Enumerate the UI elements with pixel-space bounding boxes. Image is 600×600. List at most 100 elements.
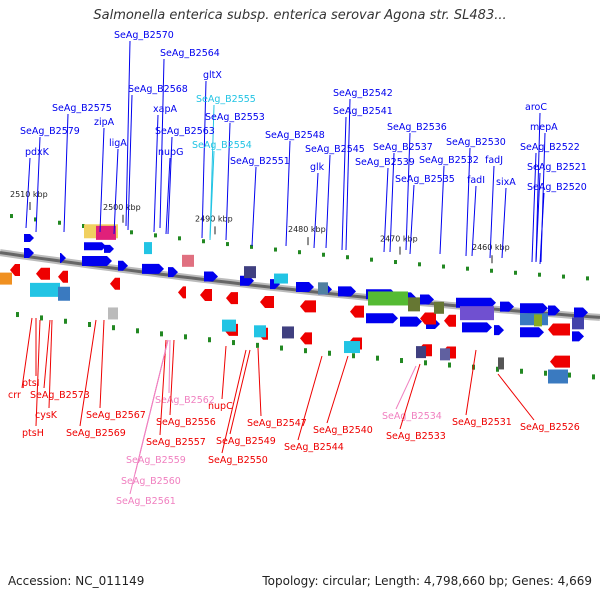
reverse-gene-arrow <box>10 264 20 277</box>
forward-gene-label: sixA <box>496 177 516 188</box>
reverse-gene-label: SeAg_B2569 <box>66 428 126 439</box>
forward-gene-label: SeAg_B2570 <box>114 30 174 41</box>
scale-dot <box>34 217 37 222</box>
forward-gene-arrow <box>548 305 560 316</box>
feature-box <box>416 346 426 359</box>
reverse-leader-line <box>129 339 169 495</box>
forward-gene-arrow <box>338 286 356 297</box>
kbp-tick-label: 2510 kbp <box>10 190 48 199</box>
scale-dot <box>400 358 403 364</box>
scale-dot <box>370 257 373 262</box>
reverse-leader-line <box>159 339 167 436</box>
reverse-gene-arrow <box>58 270 68 283</box>
forward-gene-label: SeAg_B2536 <box>387 122 447 133</box>
feature-box <box>244 266 256 279</box>
topology-text: Topology: circular; Length: 4,798,660 bp… <box>262 574 592 588</box>
scale-dot <box>16 312 19 318</box>
forward-leader-line <box>501 187 507 259</box>
forward-leader-line <box>405 132 411 251</box>
forward-gene-arrow <box>104 244 114 253</box>
reverse-gene-arrow <box>110 277 120 290</box>
forward-gene-label: SeAg_B2548 <box>265 130 325 141</box>
forward-gene-label: SeAg_B2520 <box>527 182 587 193</box>
reverse-gene-label: SeAg_B2526 <box>520 422 580 433</box>
scale-dot <box>328 350 331 356</box>
scale-dot <box>520 368 523 374</box>
scale-dot <box>298 250 301 255</box>
reverse-gene-arrow <box>226 292 238 305</box>
forward-gene-label: SeAg_B2564 <box>160 48 220 59</box>
forward-gene-label: SeAg_B2521 <box>527 162 587 173</box>
reverse-gene-label: SeAg_B2560 <box>121 476 181 487</box>
reverse-gene-label: crr <box>8 390 21 401</box>
forward-leader-line <box>159 58 165 229</box>
scale-dot <box>322 252 325 257</box>
feature-box <box>0 272 12 285</box>
scale-dot <box>274 247 277 252</box>
forward-gene-label: gltX <box>203 70 222 81</box>
forward-gene-label: nupG <box>158 147 183 158</box>
scale-dot <box>250 244 253 249</box>
scale-dot <box>562 274 565 279</box>
scale-dot <box>256 342 259 348</box>
forward-gene-label: SeAg_B2545 <box>305 144 365 155</box>
forward-gene-label: SeAg_B2579 <box>20 126 80 137</box>
reverse-gene-arrow <box>350 305 364 318</box>
forward-gene-label: SeAg_B2537 <box>373 142 433 153</box>
forward-gene-label: SeAg_B2551 <box>230 156 290 167</box>
reverse-leader-line <box>465 349 477 416</box>
feature-box <box>498 357 504 370</box>
reverse-gene-arrow <box>178 286 186 299</box>
kbp-tick-label: 2490 kbp <box>195 214 233 223</box>
reverse-gene-label: SeAg_B2534 <box>382 411 442 422</box>
forward-gene-arrow <box>240 275 254 286</box>
forward-gene-arrow <box>572 331 584 342</box>
forward-leader-line <box>389 152 395 253</box>
scale-dot <box>40 315 43 321</box>
forward-leader-line <box>63 113 69 233</box>
forward-gene-label: glk <box>310 162 325 173</box>
reverse-gene-label: SeAg_B2556 <box>156 417 216 428</box>
forward-leader-line <box>489 165 495 259</box>
feature-box <box>460 306 494 321</box>
forward-gene-arrow <box>24 234 34 243</box>
forward-gene-arrow <box>84 242 106 251</box>
forward-leader-line <box>167 136 173 235</box>
forward-leader-line <box>531 152 537 263</box>
forward-gene-label: SeAg_B2539 <box>355 157 415 168</box>
scale-dot <box>496 366 499 372</box>
scale-dot <box>442 264 445 269</box>
forward-gene-label: zipA <box>94 117 115 128</box>
forward-leader-line <box>225 122 231 241</box>
feature-box <box>440 348 450 361</box>
forward-gene-label: SeAg_B2530 <box>446 137 506 148</box>
scale-dot <box>538 272 541 277</box>
forward-gene-arrow <box>456 297 496 308</box>
scale-dot <box>490 268 493 273</box>
feature-box <box>58 286 70 301</box>
reverse-leader-line <box>395 365 417 410</box>
reverse-gene-arrow <box>200 289 212 301</box>
reverse-leader-line <box>43 319 51 389</box>
feature-box <box>30 282 60 297</box>
forward-gene-label: SeAg_B2535 <box>395 174 455 185</box>
forward-leader-line <box>99 127 105 233</box>
forward-gene-label: SeAg_B2575 <box>52 103 112 114</box>
forward-leader-line <box>25 157 31 229</box>
reverse-gene-label: SeAg_B2561 <box>116 496 176 507</box>
forward-gene-label: pdxK <box>25 147 50 158</box>
reverse-gene-label: SeAg_B2559 <box>126 455 186 466</box>
reverse-gene-label: SeAg_B2562 <box>155 395 215 406</box>
forward-leader-line <box>409 184 415 255</box>
forward-gene-label: fadI <box>467 175 485 186</box>
forward-leader-line <box>35 136 41 233</box>
reverse-leader-line <box>35 319 41 427</box>
forward-gene-label: ligA <box>109 138 127 149</box>
feature-box <box>534 314 542 327</box>
forward-gene-arrow <box>142 263 164 274</box>
scale-dot <box>160 331 163 337</box>
forward-gene-arrow <box>60 253 66 264</box>
reverse-leader-line <box>221 345 227 400</box>
forward-leader-line <box>209 150 215 241</box>
forward-gene-arrow <box>168 267 178 278</box>
